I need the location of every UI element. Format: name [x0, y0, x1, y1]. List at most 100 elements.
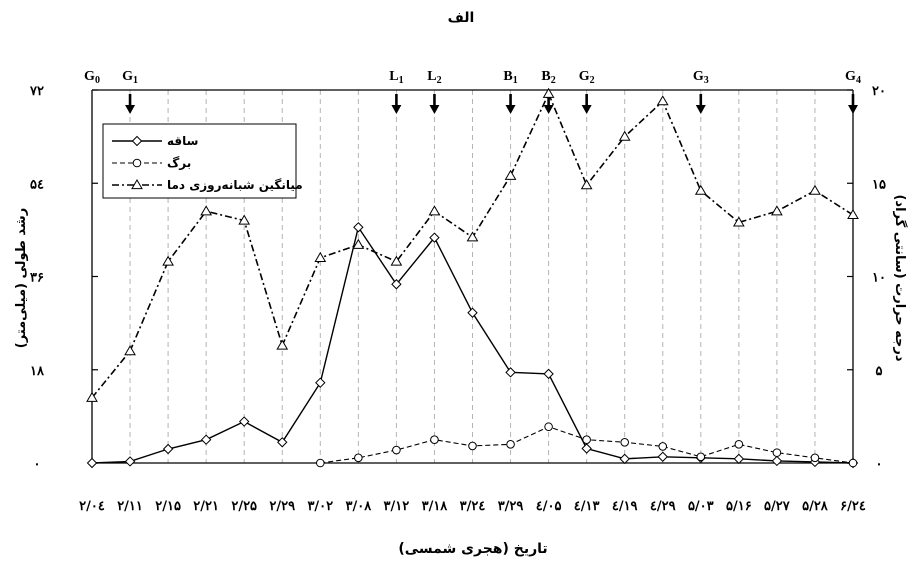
stage-label: G0 — [84, 69, 100, 86]
data-point — [505, 367, 516, 378]
data-point — [124, 456, 136, 467]
y-left-tick-label: ۵٤ — [30, 177, 44, 192]
x-tick-label: ۳/۱۸ — [422, 499, 449, 514]
x-tick-label: ۲/۱۵ — [155, 499, 181, 514]
data-point — [466, 231, 479, 242]
data-point — [771, 455, 783, 467]
stage-arrow-head — [581, 105, 592, 114]
data-point — [810, 453, 820, 463]
data-point — [276, 339, 289, 350]
data-point — [580, 179, 593, 190]
x-axis-label: تاریخ (هجری شمسی) — [398, 541, 547, 557]
data-point — [429, 232, 440, 243]
y-left-tick-label: ۱۸ — [30, 364, 45, 379]
stage-arrow-head — [125, 105, 136, 114]
x-tick-label: ۶/۲٤ — [840, 499, 866, 514]
x-tick-label: ۵/۲۸ — [802, 499, 829, 514]
series — [316, 422, 858, 468]
stage-label: G2 — [579, 69, 595, 86]
stage-label: L1 — [389, 69, 403, 86]
data-point — [771, 205, 783, 216]
x-tick-label: ۳/۱۲ — [384, 499, 410, 514]
data-point — [162, 443, 174, 455]
x-tick-label: ٤/۱۹ — [612, 499, 638, 514]
data-point — [467, 307, 478, 318]
data-point — [468, 441, 477, 451]
data-point — [847, 208, 859, 220]
data-point — [200, 434, 212, 445]
x-axis: ۲/۰٤ ۲/۱۱ ۲/۱۵ ۲/۲۱ ۲/۲۵ ۲/۲۹ ۳/۰۲ ۳/۰۸ ۳/۱۲ ۳/۱۸… — [79, 499, 866, 514]
x-tick-label: ۳/۰۲ — [307, 499, 333, 514]
data-point — [734, 440, 744, 449]
data-point — [772, 448, 782, 457]
stage-label: G3 — [693, 69, 709, 86]
data-point — [315, 377, 326, 388]
data-point — [620, 437, 630, 447]
y-right-tick-label: ۵ — [876, 364, 883, 379]
x-tick-label: ۳/۲٤ — [460, 499, 486, 514]
data-point — [354, 453, 363, 463]
y-right-tick-label: ۱۰ — [872, 271, 886, 286]
x-tick-label: ۳/۰۸ — [345, 499, 372, 514]
y-left-tick-label: ۰ — [34, 457, 41, 472]
y-axis-right-label: درجه حرارت (سانتی گراد) — [892, 194, 908, 361]
data-point — [277, 437, 288, 448]
x-tick-label: ٤/۱۳ — [574, 499, 600, 514]
data-point — [504, 169, 517, 180]
data-point — [656, 95, 669, 106]
data-point — [694, 184, 707, 195]
data-point — [392, 445, 401, 455]
legend-label: میانگین شبانه‌روزی دما — [167, 178, 303, 193]
data-point — [390, 255, 403, 266]
data-point — [391, 279, 402, 290]
x-tick-label: ۳/۲۹ — [498, 499, 524, 514]
legend-label: ساقه — [167, 134, 198, 148]
stage-arrow-head — [429, 105, 440, 114]
legend-label: برگ — [167, 155, 191, 170]
data-point — [506, 440, 515, 449]
x-tick-label: ۲/۱۱ — [117, 499, 143, 514]
data-point — [428, 205, 441, 216]
data-point — [430, 435, 439, 444]
data-point — [848, 458, 858, 468]
x-tick-label: ۲/۰٤ — [79, 499, 105, 514]
data-point — [581, 443, 592, 454]
data-point — [86, 391, 98, 402]
legend-marker — [132, 158, 142, 168]
y-right-tick-label: ۰ — [876, 457, 883, 472]
y-left-tick-label: ۳۶ — [30, 271, 44, 286]
data-point — [316, 458, 325, 468]
data-point — [352, 238, 365, 249]
series — [86, 87, 859, 402]
data-point — [732, 216, 745, 227]
x-tick-label: ٤/۰۵ — [536, 499, 562, 514]
data-point — [86, 457, 98, 469]
series — [86, 222, 859, 469]
grid — [91, 90, 854, 463]
y-left-tick-label: ۷۲ — [29, 84, 44, 99]
y-axis-right: ۰ ۵ ۱۰ ۱۵ ۲۰ — [847, 84, 886, 472]
data-point — [809, 184, 821, 195]
chart-title: الف — [448, 10, 475, 26]
data-point — [543, 368, 554, 380]
legend-marker — [131, 135, 143, 147]
y-axis-left-label: رشد طولی (میلی‌متر) — [14, 208, 29, 348]
x-tick-label: ۵/۲۷ — [764, 499, 791, 514]
x-tick-label: ۵/۱۶ — [726, 499, 752, 514]
data-point — [314, 251, 327, 262]
stage-label: B1 — [503, 69, 517, 86]
data-point — [200, 205, 213, 216]
stage-label: B2 — [541, 69, 555, 86]
data-point — [124, 345, 136, 356]
x-tick-label: ۵/۰۳ — [688, 499, 714, 514]
stage-arrow-head — [505, 105, 516, 114]
data-point — [733, 453, 745, 465]
data-point — [238, 416, 250, 427]
x-tick-label: ۲/۲۹ — [269, 499, 295, 514]
stage-arrow-head — [848, 105, 858, 114]
data-point — [542, 87, 555, 98]
data-point — [619, 453, 630, 465]
legend-marker — [131, 179, 143, 190]
stage-arrow-head — [543, 105, 554, 114]
